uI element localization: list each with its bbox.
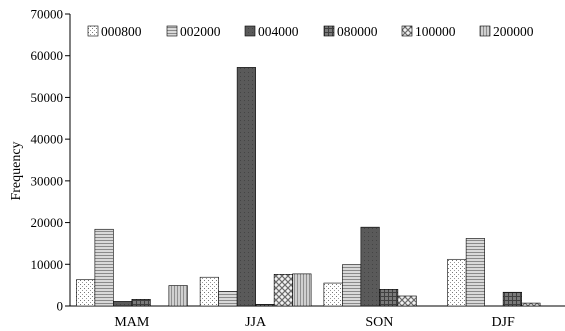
- legend-label: 080000: [337, 24, 378, 39]
- legend-label: 002000: [180, 24, 221, 39]
- legend-swatch: [401, 25, 413, 37]
- bar: [521, 302, 541, 307]
- x-category-label: JJA: [245, 315, 267, 330]
- legend: 000800 002000 004000 080000 100000 200000: [87, 24, 534, 39]
- y-tick-label: 60000: [31, 48, 64, 63]
- legend-swatch: [244, 25, 256, 37]
- bar: [131, 299, 151, 307]
- bar: [255, 304, 275, 307]
- bar: [236, 67, 256, 307]
- bar: [273, 273, 293, 307]
- legend-swatch: [166, 25, 178, 37]
- legend-label: 004000: [258, 24, 299, 39]
- bar: [465, 238, 485, 307]
- x-category-label: SON: [365, 315, 393, 330]
- legend-swatch: [323, 25, 335, 37]
- y-tick-label: 30000: [31, 173, 64, 188]
- legend-label: 000800: [101, 24, 142, 39]
- bar: [360, 226, 380, 307]
- x-category-label: MAM: [114, 315, 150, 330]
- y-tick-label: 50000: [31, 90, 64, 105]
- bar: [94, 228, 114, 307]
- bar: [292, 273, 312, 307]
- x-axis: MAM JJA SON DJF: [70, 305, 565, 330]
- bar: [342, 264, 362, 307]
- bar: [168, 285, 188, 307]
- bar: [218, 291, 238, 307]
- y-tick-label: 0: [57, 299, 64, 314]
- y-tick-label: 10000: [31, 257, 64, 272]
- y-tick-label: 70000: [31, 7, 64, 22]
- legend-label: 100000: [415, 24, 456, 39]
- legend-swatch: [87, 25, 99, 37]
- bar: [199, 276, 219, 307]
- y-axis: 0 10000 20000 30000 40000 50000 60000 70000: [31, 7, 71, 314]
- bar: [379, 289, 399, 307]
- legend-swatch: [479, 25, 491, 37]
- bar: [397, 295, 417, 307]
- bar: [447, 258, 467, 307]
- bar: [323, 282, 343, 307]
- y-axis-label: Frequency: [9, 141, 24, 200]
- bars: [76, 67, 541, 307]
- x-category-label: DJF: [491, 315, 515, 330]
- y-tick-label: 20000: [31, 215, 64, 230]
- bar: [502, 291, 522, 307]
- y-tick-label: 40000: [31, 132, 64, 147]
- bar: [113, 301, 133, 307]
- bar: [76, 279, 96, 307]
- legend-label: 200000: [493, 24, 534, 39]
